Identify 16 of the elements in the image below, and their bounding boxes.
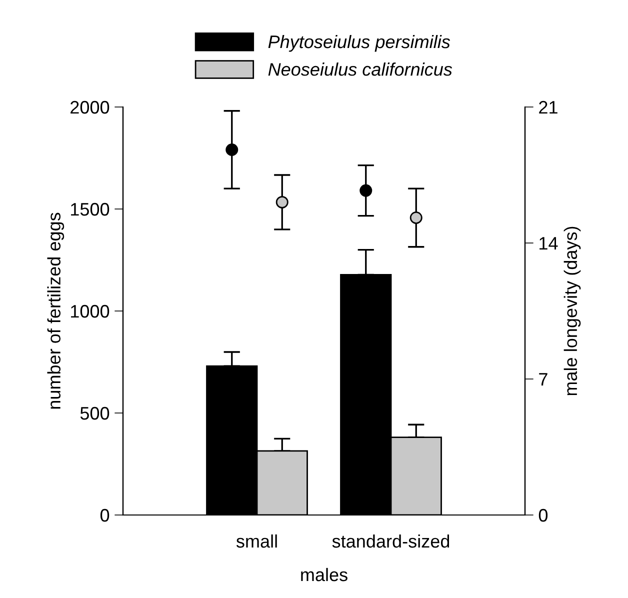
y2-tick-label: 14 [540, 237, 558, 250]
y2-tick-label: 0 [538, 508, 548, 522]
legend-label: Neoseiulus californicus [268, 62, 452, 76]
y-tick-label: 0 [100, 508, 110, 522]
y-tick-label: 2000 [70, 100, 110, 114]
y2-tick-label: 7 [539, 373, 548, 386]
y-tick-label: 500 [80, 406, 110, 420]
x-axis-title: males [301, 568, 348, 582]
y2-axis-title: male longevity (days) [564, 226, 581, 396]
y-tick-label: 1000 [71, 304, 110, 318]
x-tick-label: standard-sized [332, 534, 450, 548]
legend-label: Phytoseiulus persimilis [268, 34, 450, 52]
y-tick-label: 1500 [71, 202, 110, 216]
y2-tick-label: 21 [539, 100, 558, 114]
x-tick-label: small [236, 534, 277, 548]
y-axis-title: number of fertilized eggs [47, 212, 64, 409]
